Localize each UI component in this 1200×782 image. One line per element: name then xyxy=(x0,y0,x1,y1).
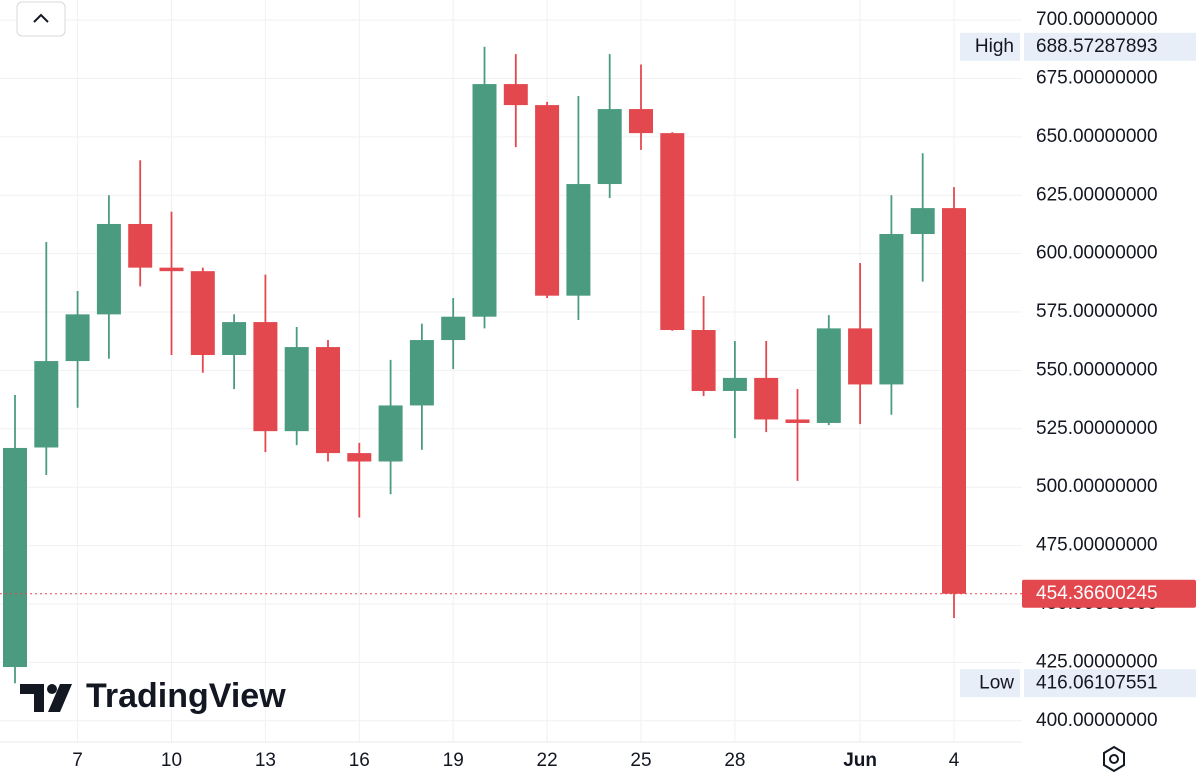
candle-body xyxy=(942,208,966,594)
candle-body xyxy=(65,314,90,362)
candle-body xyxy=(629,109,653,134)
x-tick-label: 4 xyxy=(949,750,960,771)
watermark-text: TradingView xyxy=(86,677,286,715)
y-tick-label: 700.00000000 xyxy=(1036,9,1158,30)
y-tick-label: 475.00000000 xyxy=(1036,535,1158,556)
last-price-box xyxy=(1022,579,1196,608)
candle-body xyxy=(691,330,716,391)
price-label-name-box xyxy=(960,669,1020,698)
candle-body xyxy=(409,340,434,406)
y-tick-label: 600.00000000 xyxy=(1036,243,1158,264)
collapse-button[interactable] xyxy=(16,1,66,37)
candle-body xyxy=(378,405,403,462)
x-tick-label: 19 xyxy=(443,750,464,771)
price-label-box xyxy=(1024,32,1196,61)
candle-body xyxy=(816,328,841,423)
watermark: TradingView xyxy=(20,677,286,715)
y-tick-label: 400.00000000 xyxy=(1036,710,1158,731)
y-tick-label: 525.00000000 xyxy=(1036,418,1158,439)
y-tick-label: 650.00000000 xyxy=(1036,126,1158,147)
chevron-icon xyxy=(33,13,49,23)
x-tick-label: Jun xyxy=(843,750,877,771)
candle-body xyxy=(253,322,278,432)
candle-body xyxy=(785,419,810,423)
logo-dot xyxy=(47,684,57,694)
candle-body xyxy=(472,84,497,317)
candle-body xyxy=(190,271,215,356)
candle-body xyxy=(660,133,685,331)
candle-body xyxy=(754,377,779,420)
x-tick-label: 13 xyxy=(255,750,276,771)
candles xyxy=(3,46,966,684)
logo-mark xyxy=(20,684,44,712)
settings-icon-center xyxy=(1109,754,1119,764)
y-tick-label: 625.00000000 xyxy=(1036,184,1158,205)
price-label-value: 688.57287893 xyxy=(1036,36,1158,57)
candle-body xyxy=(34,361,59,448)
x-tick-label: 25 xyxy=(630,750,651,771)
last-price-label: 454.36600245 xyxy=(1036,583,1158,604)
candle-body xyxy=(503,84,528,106)
x-tick-label: 16 xyxy=(349,750,370,771)
candle-body xyxy=(284,347,309,432)
logo-mark xyxy=(48,684,72,712)
x-tick-label: 22 xyxy=(537,750,558,771)
candle-body xyxy=(597,109,622,185)
candle-body xyxy=(128,223,153,268)
x-tick-label: 7 xyxy=(72,750,83,771)
candle-body xyxy=(316,347,340,454)
x-tick-label: 10 xyxy=(161,750,182,771)
x-tick-label: 28 xyxy=(724,750,745,771)
y-tick-label: 575.00000000 xyxy=(1036,301,1158,322)
price-label-value: 416.06107551 xyxy=(1036,672,1158,693)
price-label-name: High xyxy=(975,36,1014,57)
y-tick-label: 550.00000000 xyxy=(1036,359,1158,380)
candle-body xyxy=(347,453,372,462)
price-label-name: Low xyxy=(979,672,1014,693)
candle-body xyxy=(3,447,27,668)
candle-body xyxy=(848,328,873,385)
y-tick-label: 500.00000000 xyxy=(1036,476,1158,497)
price-label-name-box xyxy=(960,32,1020,61)
candle-body xyxy=(722,377,747,391)
candle-body xyxy=(910,208,935,235)
candle-body xyxy=(222,322,247,356)
candle-body xyxy=(441,316,466,341)
y-tick-label: 675.00000000 xyxy=(1036,67,1158,88)
candle-body xyxy=(159,267,184,272)
candle-body xyxy=(96,223,121,315)
settings-button[interactable] xyxy=(1103,745,1125,773)
candle-body xyxy=(566,184,591,296)
candle-body xyxy=(535,105,560,296)
y-tick-label: 425.00000000 xyxy=(1036,651,1158,672)
candle-body xyxy=(879,234,904,385)
price-label-box xyxy=(1024,669,1196,698)
button-frame[interactable] xyxy=(16,1,66,37)
settings-icon[interactable] xyxy=(1103,745,1125,773)
